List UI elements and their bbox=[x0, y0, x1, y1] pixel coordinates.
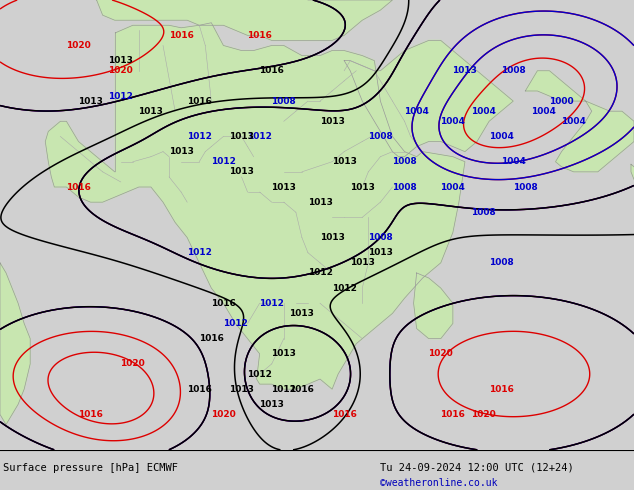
Polygon shape bbox=[45, 23, 465, 389]
Text: Surface pressure [hPa] ECMWF: Surface pressure [hPa] ECMWF bbox=[3, 463, 178, 473]
Text: 1012: 1012 bbox=[332, 284, 356, 293]
Text: 1016: 1016 bbox=[259, 66, 284, 75]
Polygon shape bbox=[96, 0, 392, 41]
Text: 1013: 1013 bbox=[108, 56, 133, 65]
Text: 1016: 1016 bbox=[187, 385, 212, 393]
Text: 1013: 1013 bbox=[259, 400, 284, 409]
Text: 1020: 1020 bbox=[120, 359, 145, 368]
Text: 1013: 1013 bbox=[271, 182, 296, 192]
Text: 1008: 1008 bbox=[501, 66, 526, 75]
Polygon shape bbox=[413, 273, 453, 339]
Text: 1004: 1004 bbox=[441, 182, 465, 192]
Text: 1004: 1004 bbox=[501, 157, 526, 166]
Text: 1013: 1013 bbox=[229, 385, 254, 393]
Text: 1016: 1016 bbox=[169, 31, 193, 40]
Text: 1016: 1016 bbox=[211, 299, 236, 308]
Text: 1012: 1012 bbox=[187, 132, 212, 141]
Text: 1020: 1020 bbox=[429, 349, 453, 358]
Text: 1013: 1013 bbox=[78, 97, 103, 105]
Text: 1016: 1016 bbox=[441, 410, 465, 419]
Text: 1013: 1013 bbox=[320, 233, 344, 242]
Text: 1013: 1013 bbox=[169, 147, 193, 156]
Text: 1016: 1016 bbox=[199, 334, 224, 343]
Text: 1012: 1012 bbox=[223, 319, 248, 328]
Text: 1013: 1013 bbox=[229, 132, 254, 141]
Text: 1004: 1004 bbox=[470, 107, 496, 116]
Text: 1008: 1008 bbox=[489, 258, 514, 268]
Text: 1013: 1013 bbox=[453, 66, 477, 75]
Text: 1013: 1013 bbox=[229, 168, 254, 176]
Text: 1013: 1013 bbox=[138, 107, 164, 116]
Text: 1013: 1013 bbox=[307, 197, 332, 207]
Text: ©weatheronline.co.uk: ©weatheronline.co.uk bbox=[380, 478, 498, 488]
Text: 1013: 1013 bbox=[290, 309, 314, 318]
Text: 1016: 1016 bbox=[247, 31, 272, 40]
Text: 1012: 1012 bbox=[307, 269, 332, 277]
Text: 1012: 1012 bbox=[108, 92, 133, 100]
Text: 1016: 1016 bbox=[332, 410, 356, 419]
Text: 1012: 1012 bbox=[187, 248, 212, 257]
Text: Tu 24-09-2024 12:00 UTC (12+24): Tu 24-09-2024 12:00 UTC (12+24) bbox=[380, 463, 574, 473]
Polygon shape bbox=[344, 41, 514, 157]
Text: 1013: 1013 bbox=[320, 117, 344, 126]
Polygon shape bbox=[0, 263, 30, 424]
Text: 1004: 1004 bbox=[561, 117, 586, 126]
Text: 1008: 1008 bbox=[368, 132, 393, 141]
Text: 1016: 1016 bbox=[66, 182, 91, 192]
Text: 1008: 1008 bbox=[470, 208, 495, 217]
Text: 1008: 1008 bbox=[513, 182, 538, 192]
Text: 1012: 1012 bbox=[259, 299, 284, 308]
Text: 1013: 1013 bbox=[271, 349, 296, 358]
Text: 1004: 1004 bbox=[441, 117, 465, 126]
Text: 1016: 1016 bbox=[290, 385, 314, 393]
Text: 1013: 1013 bbox=[350, 258, 375, 268]
Text: 1004: 1004 bbox=[489, 132, 514, 141]
Text: 1020: 1020 bbox=[108, 66, 133, 75]
Text: 1016: 1016 bbox=[489, 385, 514, 393]
Text: 1008: 1008 bbox=[368, 233, 393, 242]
Text: 1008: 1008 bbox=[392, 157, 417, 166]
Text: 1012: 1012 bbox=[247, 369, 272, 378]
Text: 1000: 1000 bbox=[549, 97, 574, 105]
Text: 1016: 1016 bbox=[187, 97, 212, 105]
Text: 1020: 1020 bbox=[66, 41, 91, 50]
Text: 1013: 1013 bbox=[350, 182, 375, 192]
Polygon shape bbox=[526, 71, 634, 172]
Text: 1016: 1016 bbox=[78, 410, 103, 419]
Text: 1008: 1008 bbox=[392, 182, 417, 192]
Text: 1013: 1013 bbox=[332, 157, 356, 166]
Text: 1012: 1012 bbox=[247, 132, 272, 141]
Text: 1004: 1004 bbox=[404, 107, 429, 116]
Polygon shape bbox=[631, 164, 634, 182]
Text: 1013: 1013 bbox=[368, 248, 393, 257]
Text: 1020: 1020 bbox=[470, 410, 495, 419]
Text: 1008: 1008 bbox=[271, 97, 296, 105]
Text: 1012: 1012 bbox=[211, 157, 236, 166]
Text: 1004: 1004 bbox=[531, 107, 556, 116]
Text: 1020: 1020 bbox=[211, 410, 236, 419]
Text: 1012: 1012 bbox=[271, 385, 296, 393]
